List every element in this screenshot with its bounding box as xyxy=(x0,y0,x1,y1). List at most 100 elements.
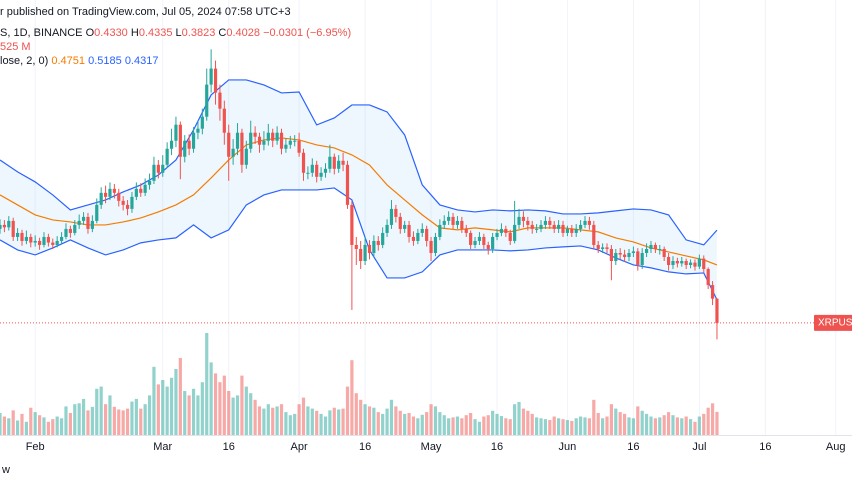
candle-body xyxy=(139,188,143,193)
volume-bar xyxy=(605,416,609,435)
candle-body xyxy=(693,262,697,267)
volume-bar xyxy=(710,403,715,435)
volume-bar xyxy=(609,404,613,435)
candle-body xyxy=(433,236,438,253)
volume-bar xyxy=(301,397,306,435)
volume-bar xyxy=(42,417,46,435)
volume-bar xyxy=(86,410,90,435)
volume-bar xyxy=(139,408,143,435)
volume-bar xyxy=(587,418,592,435)
candle-body xyxy=(416,232,420,241)
candle-body xyxy=(596,244,600,249)
volume-bar xyxy=(411,416,416,435)
candle-body xyxy=(631,251,635,253)
volume-bar xyxy=(702,413,706,435)
volume-bar xyxy=(266,404,270,435)
volume-bar xyxy=(20,413,24,435)
volume-bar xyxy=(359,399,363,435)
volume-bar xyxy=(121,410,125,435)
volume-bar xyxy=(240,375,244,435)
volume-bar xyxy=(491,410,495,435)
volume-bar xyxy=(460,418,464,435)
volume-bar xyxy=(627,417,631,435)
candle-body xyxy=(671,261,675,266)
candle-body xyxy=(24,236,28,241)
volume-bar xyxy=(95,388,99,435)
candle-body xyxy=(275,132,279,141)
volume-bar xyxy=(37,415,42,435)
candle-body xyxy=(134,188,138,197)
x-tick-label: 16 xyxy=(759,441,771,453)
volume-bar xyxy=(477,421,482,435)
volume-bar xyxy=(165,386,169,435)
candle-body xyxy=(675,261,679,264)
candle-body xyxy=(165,148,169,165)
candle-body xyxy=(257,136,262,145)
candle-body xyxy=(715,298,719,323)
volume-bar xyxy=(323,416,328,435)
candle-body xyxy=(680,261,684,264)
volume-bar xyxy=(631,418,635,435)
candle-body xyxy=(354,244,358,249)
volume-bar xyxy=(539,418,543,435)
candle-body xyxy=(323,168,328,173)
volume-bar xyxy=(464,415,468,435)
candle-body xyxy=(183,140,187,157)
candle-body xyxy=(2,224,6,228)
candle-body xyxy=(95,204,99,221)
candle-body xyxy=(90,220,94,229)
candle-body xyxy=(442,220,446,225)
volume-bar xyxy=(315,410,319,435)
volume-bar xyxy=(618,412,622,435)
volume-bar xyxy=(187,395,191,435)
candle-body xyxy=(363,244,367,261)
volume-bar xyxy=(191,388,196,435)
candle-body xyxy=(147,180,152,185)
candle-body xyxy=(706,269,710,286)
x-tick-label: 16 xyxy=(627,441,639,453)
volume-bar xyxy=(675,417,679,435)
volume-bar xyxy=(407,413,411,435)
candle-body xyxy=(526,220,530,225)
volume-bar xyxy=(636,406,640,435)
volume-bar xyxy=(653,418,657,435)
candle-body xyxy=(499,228,504,233)
volume-bar xyxy=(429,404,433,435)
volume-bar xyxy=(504,418,508,435)
volume-bar xyxy=(209,362,213,435)
candle-body xyxy=(0,224,2,229)
candle-body xyxy=(240,132,244,165)
candle-body xyxy=(319,172,323,177)
volume-bar xyxy=(218,382,222,435)
candle-body xyxy=(627,252,631,257)
volume-bar xyxy=(196,395,200,435)
candle-body xyxy=(103,192,108,197)
volume-bar xyxy=(517,402,521,435)
candle-body xyxy=(411,236,416,241)
volume-bar xyxy=(332,407,336,435)
volume-bar xyxy=(77,403,81,435)
symbol-label: XRPUSD xyxy=(818,318,852,329)
band-line xyxy=(0,137,718,266)
candle-body xyxy=(622,254,627,257)
volume-bar xyxy=(644,413,649,435)
candle-body xyxy=(11,220,15,237)
candle-body xyxy=(486,244,490,249)
volume-bar xyxy=(183,391,187,435)
volume-bar xyxy=(257,406,262,435)
candle-body xyxy=(662,248,666,257)
volume-bar xyxy=(570,420,574,435)
volume-bar xyxy=(99,386,103,435)
volume-bar xyxy=(447,418,451,435)
volume-bar xyxy=(662,415,666,435)
candle-body xyxy=(636,251,640,266)
volume-bar xyxy=(693,421,697,435)
volume-bar xyxy=(112,406,116,435)
candle-body xyxy=(407,224,411,237)
volume-bar xyxy=(68,413,72,435)
volume-bar xyxy=(513,404,517,435)
volume-bar xyxy=(169,377,174,435)
volume-bar xyxy=(684,416,688,435)
